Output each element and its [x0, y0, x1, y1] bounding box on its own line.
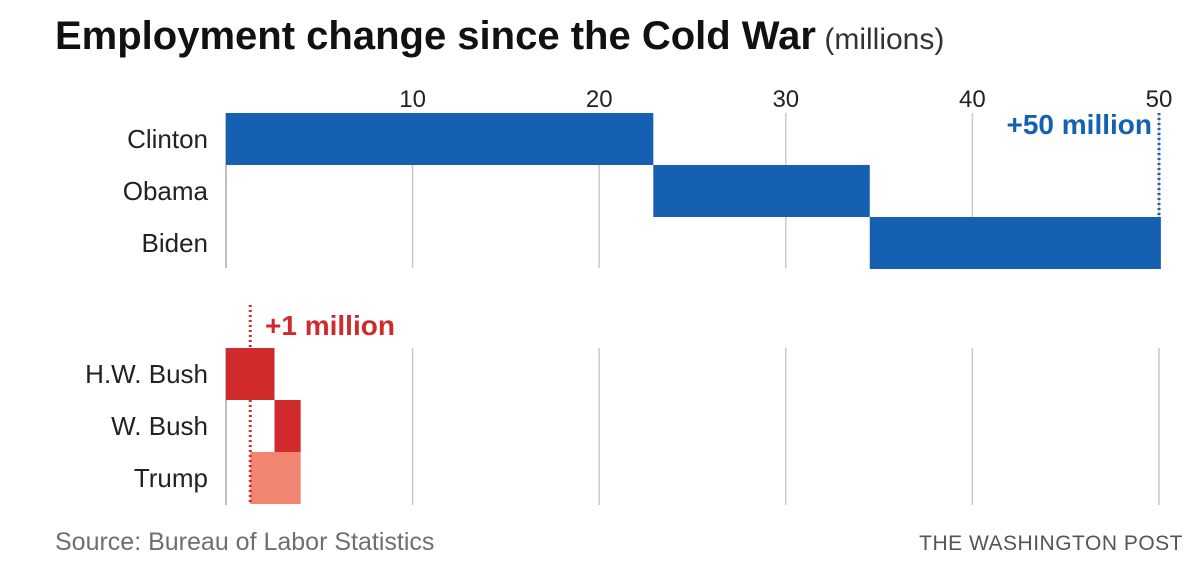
annotation-label: +1 million — [265, 310, 395, 341]
x-tick-label: 30 — [772, 86, 799, 113]
publisher-credit: THE WASHINGTON POST — [919, 532, 1183, 555]
bar-trump — [250, 452, 301, 504]
source-note: Source: Bureau of Labor Statistics — [55, 528, 435, 556]
category-label: Biden — [142, 228, 209, 258]
x-tick-label: 50 — [1146, 86, 1173, 113]
category-label: Obama — [123, 176, 209, 206]
category-label: Clinton — [127, 124, 208, 154]
annotation-label: +50 million — [1007, 109, 1153, 140]
bar-obama — [653, 165, 870, 217]
chart-title: Employment change since the Cold War — [55, 14, 816, 58]
category-label: W. Bush — [111, 411, 208, 441]
chart-title-row: Employment change since the Cold War (mi… — [55, 14, 944, 59]
x-tick-label: 20 — [586, 86, 613, 113]
bar-biden — [869, 217, 1161, 269]
bar-clinton — [226, 113, 654, 165]
chart-subtitle: (millions) — [824, 23, 945, 56]
x-tick-label: 40 — [959, 86, 986, 113]
x-tick-label: 10 — [399, 86, 426, 113]
category-label: H.W. Bush — [85, 359, 208, 389]
bar-w-bush — [274, 400, 301, 452]
category-label: Trump — [134, 463, 208, 493]
